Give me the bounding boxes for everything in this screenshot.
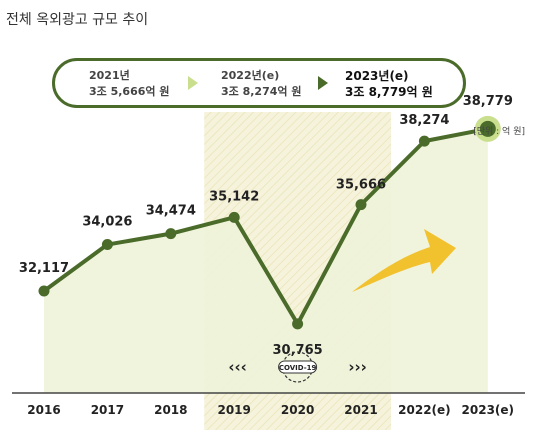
data-label: 34,026 xyxy=(82,215,132,230)
data-label: 35,142 xyxy=(209,189,259,204)
series-line xyxy=(42,126,489,326)
play-arrow-icon-light xyxy=(188,76,198,90)
data-point xyxy=(38,285,50,297)
data-point xyxy=(228,211,240,223)
summary-amount: 3조 8,779억 원 xyxy=(345,85,433,99)
covid-badge xyxy=(278,360,318,374)
x-tick-label: 2023(e) xyxy=(462,403,515,417)
data-point xyxy=(479,120,496,137)
data-point xyxy=(165,228,177,240)
x-tick-label: 2016 xyxy=(27,403,60,417)
data-label: 38,274 xyxy=(399,113,449,128)
unit-label: [단위 : 억 원] xyxy=(473,127,525,137)
play-arrow-icon-dark xyxy=(318,76,328,90)
summary-year: 2021년 xyxy=(89,69,130,82)
data-label: 32,117 xyxy=(19,261,69,276)
x-tick-label: 2020 xyxy=(281,403,314,417)
summary-item-2021: 2021년 3조 5,666억 원 xyxy=(89,68,169,100)
summary-item-2023: 2023년(e) 3조 8,779억 원 xyxy=(345,68,433,100)
data-point xyxy=(101,239,113,251)
summary-year: 2022년(e) xyxy=(221,69,280,82)
data-point xyxy=(418,135,430,147)
summary-arrows xyxy=(188,76,328,90)
x-tick-label: 2022(e) xyxy=(398,403,451,417)
x-tick-label: 2019 xyxy=(217,403,250,417)
chevrons-left-icon: ‹‹‹ xyxy=(228,358,247,376)
chevrons-right-icon: ››› xyxy=(348,358,367,376)
data-label: 30,765 xyxy=(273,343,323,358)
x-tick-label: 2017 xyxy=(91,403,124,417)
growth-arrow xyxy=(352,229,456,292)
line-area xyxy=(44,128,488,393)
data-point xyxy=(355,199,367,211)
x-tick-label: 2018 xyxy=(154,403,187,417)
summary-box: 2021년 3조 5,666억 원 2022년(e) 3조 8,274억 원 2… xyxy=(52,58,466,108)
page-title: 전체 옥외광고 규모 추이 xyxy=(6,12,149,28)
x-tick-label: 2021 xyxy=(344,403,377,417)
data-point xyxy=(292,318,304,330)
data-label: 38,779 xyxy=(463,94,513,109)
covid-label: COVID-19 xyxy=(279,364,317,372)
summary-amount: 3조 8,274억 원 xyxy=(221,85,302,98)
summary-amount: 3조 5,666억 원 xyxy=(89,85,170,98)
summary-year: 2023년(e) xyxy=(345,69,409,83)
data-label: 35,666 xyxy=(336,178,386,193)
summary-item-2022: 2022년(e) 3조 8,274억 원 xyxy=(221,68,301,100)
data-label: 34,474 xyxy=(146,204,196,219)
